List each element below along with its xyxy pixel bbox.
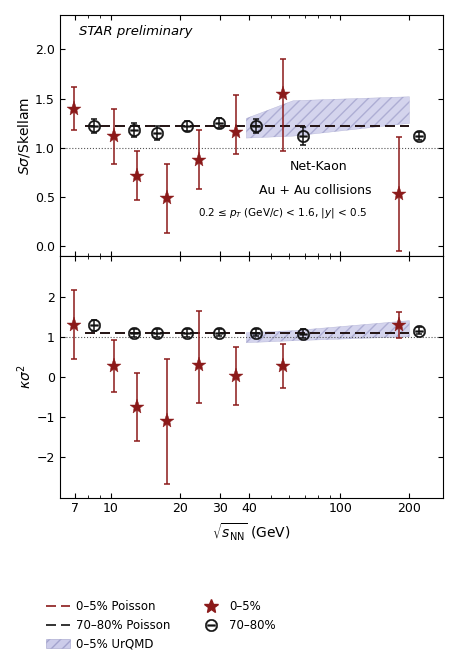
Text: Au + Au collisions: Au + Au collisions xyxy=(259,184,371,197)
Y-axis label: $S\sigma$/Skellam: $S\sigma$/Skellam xyxy=(16,96,32,175)
Text: STAR preliminary: STAR preliminary xyxy=(79,24,192,38)
Text: 0.2 ≤ $p_T$ (GeV/$c$) < 1.6, |$y$| < 0.5: 0.2 ≤ $p_T$ (GeV/$c$) < 1.6, |$y$| < 0.5 xyxy=(198,206,367,220)
Text: Net-Kaon: Net-Kaon xyxy=(289,160,347,173)
Y-axis label: $\kappa\sigma^2$: $\kappa\sigma^2$ xyxy=(15,364,33,389)
X-axis label: $\sqrt{s_{\rm NN}}$ (GeV): $\sqrt{s_{\rm NN}}$ (GeV) xyxy=(212,521,290,543)
Legend: 0–5% Poisson, 70–80% Poisson, 0–5% UrQMD, 0–5%, 70–80%: 0–5% Poisson, 70–80% Poisson, 0–5% UrQMD… xyxy=(43,596,279,654)
